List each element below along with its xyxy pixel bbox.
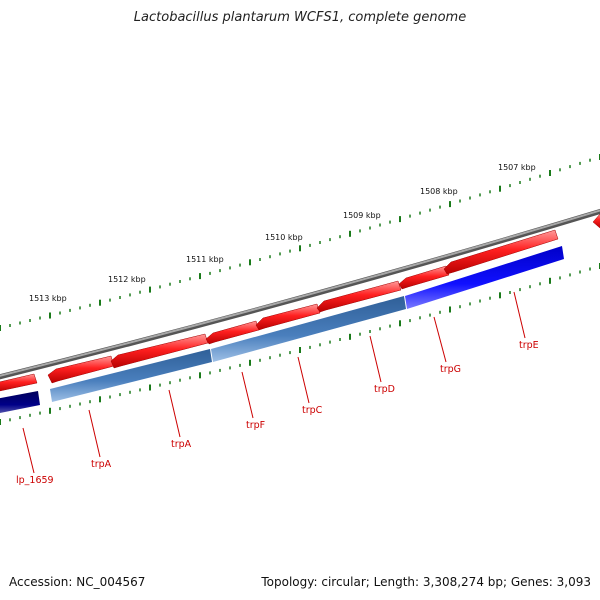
kbp-label: 1508 kbp [420, 187, 458, 196]
gene-label[interactable]: trpF [246, 420, 265, 431]
genome-summary-text: Topology: circular; Length: 3,308,274 bp… [261, 575, 591, 589]
gene-arrow[interactable] [255, 303, 321, 331]
forward-gene-track [0, 213, 600, 392]
gene-label[interactable]: trpA [171, 439, 192, 450]
kbp-label: 1510 kbp [265, 233, 303, 242]
kbp-label: 1512 kbp [108, 275, 146, 284]
cds-track [0, 246, 564, 414]
gene-label[interactable]: lp_1659 [16, 475, 54, 486]
gene-arrow[interactable] [0, 373, 38, 392]
kbp-labels: 1507 kbp 1508 kbp 1509 kbp 1510 kbp 1511… [29, 163, 536, 303]
gene-label[interactable]: trpA [91, 459, 112, 470]
inner-tick-ruler [0, 263, 600, 425]
gene-label[interactable]: trpG [440, 364, 461, 375]
label-leaders [22, 291, 526, 474]
gene-arrow[interactable] [592, 213, 600, 229]
accession-text: Accession: NC_004567 [9, 575, 146, 589]
outer-tick-ruler [0, 154, 600, 331]
map-title: Lactobacillus plantarum WCFS1, complete … [133, 10, 467, 25]
gene-arrow[interactable] [398, 265, 450, 290]
kbp-label: 1509 kbp [343, 211, 381, 220]
cds-block[interactable] [405, 246, 564, 309]
gene-arrow[interactable] [110, 333, 209, 369]
gene-label[interactable]: trpD [374, 384, 395, 395]
kbp-label: 1507 kbp [498, 163, 536, 172]
kbp-label: 1513 kbp [29, 294, 67, 303]
cds-block[interactable] [211, 296, 406, 362]
gene-label[interactable]: trpC [302, 405, 323, 416]
genome-backbone [0, 208, 600, 380]
gene-label[interactable]: trpE [519, 340, 539, 351]
kbp-label: 1511 kbp [186, 255, 224, 264]
gene-arrow[interactable] [443, 229, 559, 275]
cds-block[interactable] [50, 349, 212, 402]
gene-arrow[interactable] [316, 280, 402, 313]
gene-labels: lp_1659 trpA trpA trpF trpC trpD trpG tr… [16, 340, 539, 486]
cds-block[interactable] [0, 391, 40, 414]
